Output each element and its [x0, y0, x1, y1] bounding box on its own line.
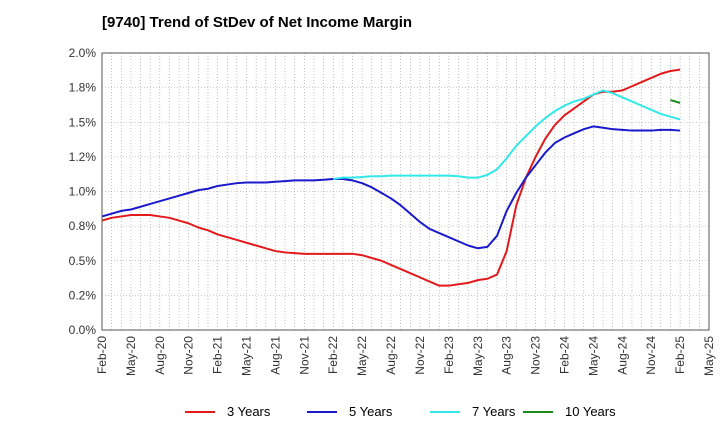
x-tick-label: Aug-23: [500, 336, 514, 375]
legend-swatch-3-years: [185, 410, 215, 413]
x-tick-label: May-23: [471, 336, 485, 376]
x-tick-label: Feb-20: [95, 336, 109, 374]
x-tick-label: May-25: [702, 336, 716, 376]
x-tick-label: Nov-22: [413, 336, 427, 375]
axis-layer: 0.0% 0.2% 0.5% 0.8% 1.0% 1.2% 1.5% 1.8% 2.0% Feb-…: [69, 46, 716, 376]
y-tick-label: 0.5%: [69, 254, 97, 268]
x-tick-label: Nov-21: [297, 336, 311, 375]
series-line-3-years: [101, 68, 681, 287]
legend: 3 Years 5 Years 7 Years 10 Years: [0, 404, 720, 426]
y-tick-label: 0.8%: [69, 219, 97, 233]
legend-swatch-5-years: [307, 410, 337, 413]
legend-label: 3 Years: [227, 404, 271, 419]
legend-item-7-years: 7 Years: [430, 404, 515, 419]
legend-label: 5 Years: [349, 404, 393, 419]
x-tick-label: Feb-24: [557, 336, 571, 374]
x-tick-label: May-22: [355, 336, 369, 376]
legend-item-5-years: 5 Years: [307, 404, 392, 419]
legend-item-10-years: 10 Years: [523, 404, 616, 419]
x-tick-label: Feb-21: [211, 336, 225, 374]
x-tick-label: May-24: [586, 336, 600, 376]
y-tick-label: 1.0%: [69, 185, 97, 199]
x-tick-label: Aug-20: [153, 336, 167, 375]
y-tick-label: 1.5%: [69, 115, 97, 129]
x-tick-label: Nov-24: [644, 336, 658, 375]
legend-label: 10 Years: [565, 404, 616, 419]
chart-title: [9740] Trend of StDev of Net Income Marg…: [102, 14, 413, 31]
x-tick-label: Feb-22: [326, 336, 340, 374]
series-line-10-years: [670, 99, 681, 104]
x-tick-label: Aug-22: [384, 336, 398, 375]
x-tick-label: May-20: [124, 336, 138, 376]
legend-swatch-7-years: [430, 410, 460, 413]
x-tick-label: Aug-21: [268, 336, 282, 375]
legend-label: 7 Years: [472, 404, 516, 419]
x-tick-label: May-21: [240, 336, 254, 376]
y-tick-label: 0.0%: [69, 323, 97, 337]
x-tick-label: Feb-25: [673, 336, 687, 374]
y-tick-label: 0.2%: [69, 288, 97, 302]
plot-frame: [101, 52, 710, 331]
series-line-7-years: [333, 89, 681, 181]
y-tick-label: 1.8%: [69, 81, 97, 95]
x-tick-label: Nov-23: [529, 336, 543, 375]
legend-swatch-10-years: [523, 410, 553, 413]
series-line-5-years: [101, 125, 681, 250]
y-tick-label: 1.2%: [69, 150, 97, 164]
x-tick-label: Nov-20: [182, 336, 196, 375]
x-tick-label: Feb-23: [442, 336, 456, 374]
x-tick-label: Aug-24: [615, 336, 629, 375]
legend-item-3-years: 3 Years: [185, 404, 270, 419]
series-layer: [101, 68, 681, 287]
y-tick-label: 2.0%: [69, 46, 97, 60]
